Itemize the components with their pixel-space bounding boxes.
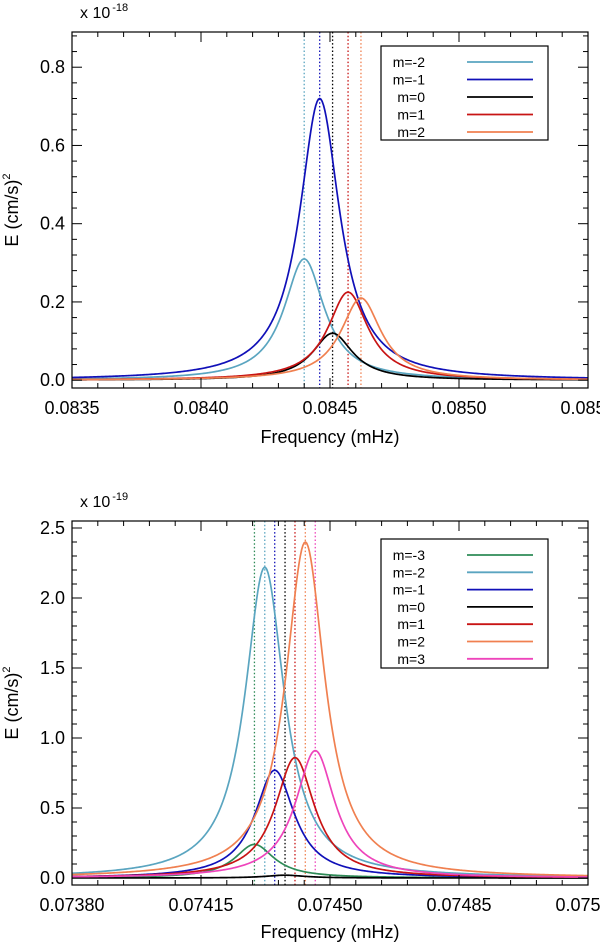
y-tick-label: 0.5 [40,798,65,818]
y-tick-label: 2.0 [40,588,65,608]
legend-label-m=2: m=2 [397,124,425,140]
legend-label-m=0: m=0 [397,599,425,615]
legend-label-m=-2: m=-2 [393,564,426,580]
y-tick-label: 0.0 [40,370,65,390]
legend-label-m=2: m=2 [397,634,425,650]
x-axis-label: Frequency (mHz) [260,922,399,942]
series-line-m=0 [72,332,589,381]
legend-box [380,538,549,669]
series-line-m=1 [71,291,589,381]
x-tick-label: 0.07485 [426,895,491,915]
y-tick-label: 0.8 [40,57,65,77]
y-axis-label-exponent: 2 [1,666,13,672]
y-multiplier-exponent: -19 [112,491,128,503]
x-tick-label: 0.07520 [555,895,600,915]
legend-label-m=-1: m=-1 [393,582,426,598]
x-tick-label: 0.07415 [168,895,233,915]
series-line-m=2 [71,541,589,877]
x-tick-label: 0.0850 [431,398,486,418]
legend-label-m=1: m=1 [397,107,425,123]
legend: m=-3m=-2 m=-1m=0m=1 m=2m=3 [380,538,549,669]
x-axis-label: Frequency (mHz) [260,427,399,447]
y-multiplier-exponent: -18 [112,2,128,14]
legend-label-m=-1: m=-1 [393,72,426,88]
x-tick-label: 0.0835 [44,398,99,418]
legend-label-m=0: m=0 [397,89,425,105]
legend-label-m=1: m=1 [397,616,425,632]
y-multiplier: x 10 -18 [80,2,128,22]
chart-2: 0.07380 0.07415 0.07450 0.07485 0.07520 0.0 0.… [1,491,600,942]
series-line-m=1 [71,756,589,879]
legend: m=-2 m=-1m=0 m=1m=2 [380,45,549,141]
series-line-m=-2 [71,258,589,381]
legend-label-m=-3: m=-3 [393,547,426,563]
y-tick-label: 0.2 [40,292,65,312]
x-tick-label: 0.0845 [302,398,357,418]
y-tick-label: 0.4 [40,214,65,234]
y-tick-label: 1.0 [40,728,65,748]
legend-label-m=-2: m=-2 [393,54,426,70]
y-tick-label: 0.0 [40,868,65,888]
y-axis-label: E (cm/s)2 [1,666,22,739]
y-tick-label: 0.6 [40,135,65,155]
x-tick-label: 0.07450 [297,895,362,915]
x-tick-label: 0.0855 [560,398,600,418]
y-multiplier: x 10 -19 [80,491,128,511]
y-axis-label: E (cm/s)2 [1,173,22,246]
y-axis-label-exponent: 2 [1,173,13,179]
series-line-m=-1 [71,97,589,379]
y-tick-label: 2.5 [40,518,65,538]
x-tick-label: 0.07380 [39,895,104,915]
legend-label-m=3: m=3 [397,651,425,667]
y-tick-label: 1.5 [40,658,65,678]
x-tick-label: 0.0840 [173,398,228,418]
series-line-m=3 [71,749,588,878]
chart-1: 0.0835 0.0840 0.0845 0.0850 0.0855 0.0 0.2 0.4 0… [1,2,600,447]
series-line-m=2 [71,297,589,381]
